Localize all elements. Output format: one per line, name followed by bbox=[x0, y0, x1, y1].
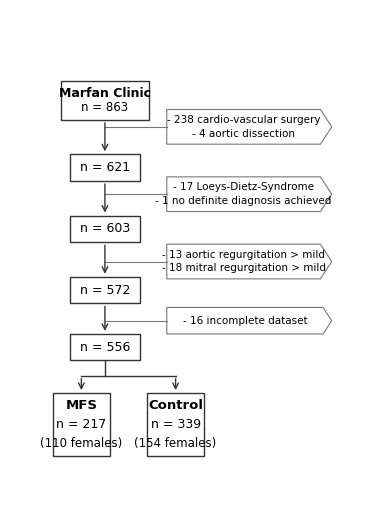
FancyBboxPatch shape bbox=[147, 393, 204, 456]
FancyBboxPatch shape bbox=[70, 334, 140, 360]
Text: - 16 incomplete dataset: - 16 incomplete dataset bbox=[183, 316, 307, 326]
FancyBboxPatch shape bbox=[70, 154, 140, 181]
Text: (154 females): (154 females) bbox=[135, 437, 217, 450]
Text: - 18 mitral regurgitation > mild: - 18 mitral regurgitation > mild bbox=[162, 263, 326, 273]
Text: Marfan Clinic: Marfan Clinic bbox=[59, 87, 151, 100]
Text: - 4 aortic dissection: - 4 aortic dissection bbox=[192, 129, 295, 139]
FancyBboxPatch shape bbox=[70, 277, 140, 303]
Text: n = 603: n = 603 bbox=[80, 223, 130, 235]
Polygon shape bbox=[167, 307, 332, 334]
Text: n = 572: n = 572 bbox=[80, 284, 130, 297]
Text: - 1 no definite diagnosis achieved: - 1 no definite diagnosis achieved bbox=[155, 196, 332, 206]
Polygon shape bbox=[167, 110, 332, 144]
FancyBboxPatch shape bbox=[61, 81, 149, 120]
Text: n = 556: n = 556 bbox=[80, 341, 130, 354]
Text: (110 females): (110 females) bbox=[40, 437, 122, 450]
FancyBboxPatch shape bbox=[70, 216, 140, 242]
Text: n = 339: n = 339 bbox=[150, 418, 201, 431]
Text: Control: Control bbox=[148, 399, 203, 412]
Polygon shape bbox=[167, 177, 332, 211]
Text: - 17 Loeys-Dietz-Syndrome: - 17 Loeys-Dietz-Syndrome bbox=[173, 182, 314, 192]
Text: - 238 cardio-vascular surgery: - 238 cardio-vascular surgery bbox=[167, 115, 320, 125]
Text: n = 217: n = 217 bbox=[56, 418, 106, 431]
Polygon shape bbox=[167, 244, 332, 279]
Text: - 13 aortic regurgitation > mild: - 13 aortic regurgitation > mild bbox=[162, 250, 325, 260]
Text: MFS: MFS bbox=[65, 399, 97, 412]
FancyBboxPatch shape bbox=[53, 393, 110, 456]
Text: n = 621: n = 621 bbox=[80, 161, 130, 174]
Text: n = 863: n = 863 bbox=[81, 101, 128, 114]
